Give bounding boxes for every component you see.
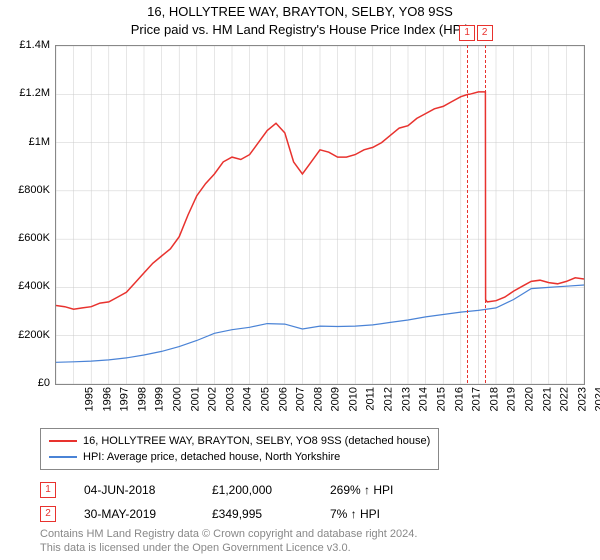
x-tick-label: 2017 — [471, 387, 483, 411]
y-tick-label: £200K — [0, 329, 50, 341]
x-tick-label: 2012 — [383, 387, 395, 411]
transaction-price: £349,995 — [212, 507, 302, 521]
transactions-table: 1 04-JUN-2018 £1,200,000 269% ↑ HPI 2 30… — [40, 478, 393, 526]
footer-attribution: Contains HM Land Registry data © Crown c… — [40, 528, 417, 556]
x-tick-label: 2019 — [506, 387, 518, 411]
marker-vline — [485, 45, 486, 383]
footer-line: Contains HM Land Registry data © Crown c… — [40, 528, 417, 542]
x-tick-label: 2006 — [277, 387, 289, 411]
x-tick-label: 1998 — [136, 387, 148, 411]
x-tick-label: 2003 — [224, 387, 236, 411]
marker-vline — [467, 45, 468, 383]
x-tick-label: 1995 — [83, 387, 95, 411]
chart-title: 16, HOLLYTREE WAY, BRAYTON, SELBY, YO8 9… — [0, 4, 600, 19]
transaction-date: 30-MAY-2019 — [84, 507, 184, 521]
transaction-delta: 7% ↑ HPI — [330, 507, 380, 521]
x-tick-label: 2010 — [347, 387, 359, 411]
chart-subtitle: Price paid vs. HM Land Registry's House … — [0, 22, 600, 37]
legend-swatch — [49, 456, 77, 458]
x-tick-label: 2021 — [541, 387, 553, 411]
table-row: 1 04-JUN-2018 £1,200,000 269% ↑ HPI — [40, 478, 393, 502]
x-tick-label: 1996 — [101, 387, 113, 411]
footer-line: This data is licensed under the Open Gov… — [40, 542, 417, 556]
x-tick-label: 2002 — [207, 387, 219, 411]
x-tick-label: 2013 — [400, 387, 412, 411]
x-tick-label: 2023 — [576, 387, 588, 411]
x-tick-label: 2008 — [312, 387, 324, 411]
y-tick-label: £400K — [0, 280, 50, 292]
x-tick-label: 1999 — [154, 387, 166, 411]
x-tick-label: 2009 — [330, 387, 342, 411]
marker-label: 1 — [459, 25, 475, 41]
x-tick-label: 2020 — [523, 387, 535, 411]
marker-badge: 1 — [40, 482, 56, 498]
x-tick-label: 2005 — [259, 387, 271, 411]
y-tick-label: £0 — [0, 377, 50, 389]
x-tick-label: 2016 — [453, 387, 465, 411]
y-tick-label: £600K — [0, 232, 50, 244]
x-tick-label: 2001 — [189, 387, 201, 411]
y-tick-label: £1.4M — [0, 39, 50, 51]
x-tick-label: 2004 — [242, 387, 254, 411]
legend-label: 16, HOLLYTREE WAY, BRAYTON, SELBY, YO8 9… — [83, 435, 430, 447]
x-tick-label: 2000 — [171, 387, 183, 411]
x-tick-label: 2007 — [295, 387, 307, 411]
transaction-date: 04-JUN-2018 — [84, 483, 184, 497]
x-tick-label: 2024 — [594, 387, 600, 411]
y-tick-label: £800K — [0, 184, 50, 196]
marker-label: 2 — [477, 25, 493, 41]
transaction-delta: 269% ↑ HPI — [330, 483, 393, 497]
marker-badge: 2 — [40, 506, 56, 522]
x-tick-label: 2011 — [364, 387, 376, 411]
x-tick-label: 2015 — [435, 387, 447, 411]
chart-plot-area — [55, 45, 585, 385]
x-tick-label: 2018 — [488, 387, 500, 411]
legend-swatch — [49, 440, 77, 442]
chart-legend: 16, HOLLYTREE WAY, BRAYTON, SELBY, YO8 9… — [40, 428, 439, 470]
y-tick-label: £1.2M — [0, 87, 50, 99]
legend-label: HPI: Average price, detached house, Nort… — [83, 451, 340, 463]
transaction-price: £1,200,000 — [212, 483, 302, 497]
legend-item: HPI: Average price, detached house, Nort… — [49, 449, 430, 465]
table-row: 2 30-MAY-2019 £349,995 7% ↑ HPI — [40, 502, 393, 526]
y-tick-label: £1M — [0, 136, 50, 148]
x-tick-label: 2014 — [418, 387, 430, 411]
legend-item: 16, HOLLYTREE WAY, BRAYTON, SELBY, YO8 9… — [49, 433, 430, 449]
x-tick-label: 1997 — [119, 387, 131, 411]
x-tick-label: 2022 — [559, 387, 571, 411]
